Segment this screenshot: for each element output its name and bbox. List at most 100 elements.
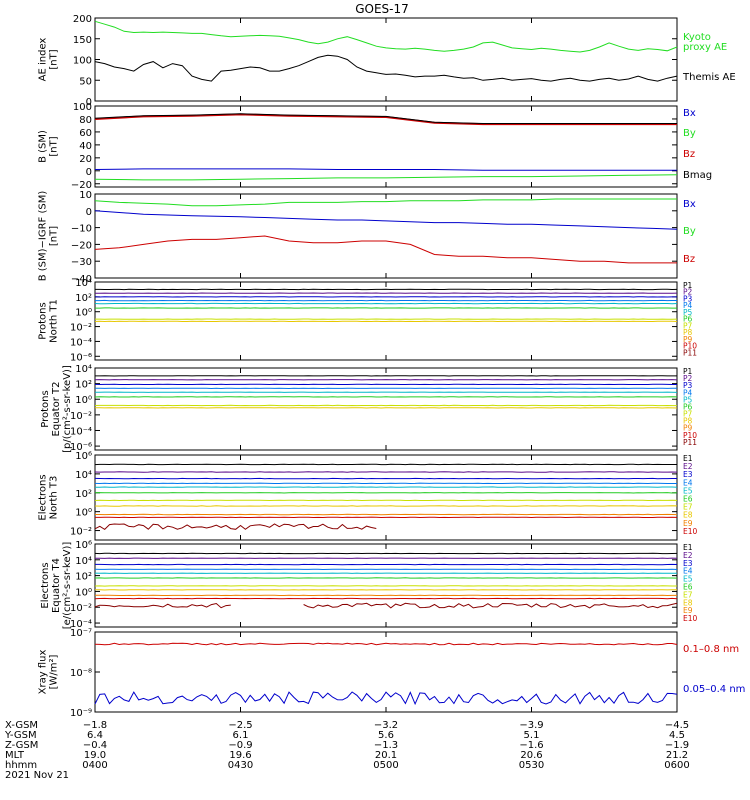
legend-channel-p4: P4 (683, 388, 693, 397)
y-tick-label: 200 (73, 14, 92, 25)
x-row-label-hhmm: hhmm (5, 760, 37, 771)
y-axis-label: North T1 (49, 299, 60, 343)
legend-channel-e5: E5 (683, 575, 693, 584)
y-axis-label: [nT] (49, 226, 60, 246)
x-row-value: 19.6 (229, 750, 251, 761)
legend-channel-e9: E9 (683, 519, 693, 528)
legend-channel-p5: P5 (683, 395, 693, 404)
y-axis-label: Xray flux (38, 650, 49, 695)
y-tick-label: 10⁻² (70, 603, 92, 614)
x-row-value: −3.9 (519, 720, 543, 731)
series-line-0.05–0.4-nm (94, 691, 678, 706)
panel-frame (94, 17, 678, 102)
legend-channel-p8: P8 (683, 417, 693, 426)
legend-channel-p3: P3 (683, 381, 693, 390)
y-tick-label: 10⁻⁶ (70, 442, 92, 453)
legend-channel-p9: P9 (683, 424, 693, 433)
legend-channel-e3: E3 (683, 470, 693, 479)
panel-protons_t1: 10⁴ 10² 10⁰ 10⁻² 10⁻⁴ 10⁻⁶ Protons North T1 P1P2… (38, 278, 698, 363)
legend-channel-p6: P6 (683, 402, 693, 411)
series-line-bx (94, 168, 677, 171)
series-line-bz (94, 235, 677, 264)
y-tick-label: −20 (71, 240, 92, 251)
x-row-value: 0430 (228, 760, 253, 771)
x-row-value: −1.8 (83, 720, 107, 731)
legend-channel-e7: E7 (683, 590, 693, 599)
legend-channel-e4: E4 (683, 567, 693, 576)
legend-bz: Bz (683, 149, 695, 160)
legend-channel-e6: E6 (683, 495, 693, 504)
x-axis-labels: X-GSM −1.8 −2.5 −3.2 −3.9 −4.5 Y-GSM 6.4 6.1 5.6 5… (4, 720, 690, 781)
panel-protons_t2: 10⁴ 10² 10⁰ 10⁻² 10⁻⁴ 10⁻⁶ Protons Equator T2 [p… (40, 364, 697, 453)
panel-electrons_t4: 10⁶ 10⁴ 10² 10⁰ 10⁻² 10⁻⁴ Electrons Equator T4[… (40, 540, 698, 630)
legend-channel-p2: P2 (683, 374, 693, 383)
x-row-value: 21.2 (666, 750, 688, 761)
y-tick-label: 10⁰ (75, 308, 92, 319)
y-axis-label: AE index (38, 38, 49, 82)
y-tick-label: 10⁻² (70, 527, 92, 538)
x-row-value: 0600 (664, 760, 689, 771)
y-axis-label: [p/(cm²-s-sr-keV)] (62, 365, 73, 453)
y-tick-label: 10⁻⁴ (70, 426, 92, 437)
y-tick-label: 100 (73, 56, 92, 67)
x-row-value: 4.5 (669, 730, 685, 741)
y-tick-label: 10⁻⁶ (70, 352, 92, 363)
series-line-e10-low (94, 523, 377, 531)
y-tick-label: 10² (75, 293, 92, 304)
y-axis-label: Protons (40, 390, 51, 427)
legend-channel-p3: P3 (683, 294, 693, 303)
x-row-value: 0400 (82, 760, 107, 771)
legend-bmag: Bmag (683, 170, 712, 181)
legend-xray-0: 0.1–0.8 nm (683, 644, 739, 655)
legend-by: By (683, 128, 696, 139)
legend-by: By (683, 226, 696, 237)
y-tick-label: 10⁴ (75, 364, 92, 375)
legend-channel-p2: P2 (683, 288, 693, 297)
legend-channel-e2: E2 (683, 462, 693, 471)
legend-channel-p10: P10 (683, 342, 697, 351)
x-row-value: −0.4 (83, 740, 107, 751)
panel-bsm: −20 0 20 40 60 80 100 B (SM) [nT] Bx By Bz Bmag (38, 102, 713, 191)
y-tick-label: −10 (71, 224, 92, 235)
plot-title: GOES-17 (355, 2, 409, 16)
legend-channel-e9: E9 (683, 606, 693, 615)
y-axis-label: North T3 (49, 476, 60, 520)
y-tick-label: 0 (86, 97, 92, 108)
y-axis-label: [W/m²] (49, 654, 60, 689)
y-tick-label: 10⁻⁴ (70, 619, 92, 630)
y-tick-label: 100 (73, 102, 92, 113)
legend-channel-e1: E1 (683, 454, 693, 463)
legend-themis-ae: Themis AE (682, 72, 736, 83)
series-line-0.1–0.8-nm (94, 642, 678, 646)
series-line-themis-ae (94, 54, 678, 82)
legend-channel-e3: E3 (683, 559, 693, 568)
x-row-label-mlt: MLT (5, 750, 25, 761)
y-tick-label: 10⁻² (70, 323, 92, 334)
y-tick-label: 10² (75, 572, 92, 583)
y-tick-label: 10⁻⁷ (70, 628, 92, 639)
series-line-kyoto-proxy-ae (94, 20, 678, 53)
legend-xray-1: 0.05–0.4 nm (683, 684, 745, 695)
y-axis-label: [nT] (49, 136, 60, 156)
legend-channel-p7: P7 (683, 410, 693, 419)
panel-bigrf: −40 −30 −20 −10 0 10 B (SM)−IGRF (SM) [nT] Bx By B… (38, 190, 696, 285)
y-tick-label: 40 (79, 141, 92, 152)
y-axis-label: Electrons (38, 474, 49, 520)
series-line-by (94, 174, 678, 181)
legend-kyoto-proxy-ae: Kyoto (683, 32, 711, 43)
legend-channel-e4: E4 (683, 478, 693, 487)
x-row-value: −2.5 (228, 720, 252, 731)
legend-channel-p6: P6 (683, 315, 693, 324)
legend-channel-p7: P7 (683, 321, 693, 330)
y-tick-label: 10⁰ (75, 508, 92, 519)
series-line-bz (94, 113, 677, 126)
legend-channel-e7: E7 (683, 503, 693, 512)
y-tick-label: 10⁶ (75, 540, 92, 551)
x-row-value: 6.4 (87, 730, 103, 741)
series-line-e10-low (94, 602, 231, 609)
x-row-value: 0500 (373, 760, 398, 771)
y-tick-label: 10 (79, 190, 92, 201)
